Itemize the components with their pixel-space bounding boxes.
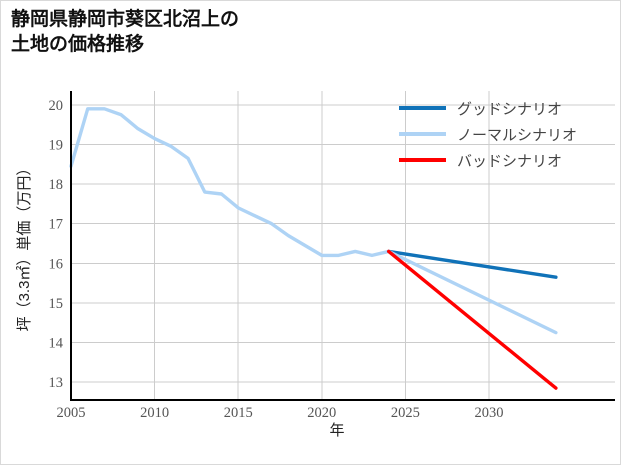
axis-spines (69, 91, 615, 402)
x-tick-label: 2010 (140, 405, 169, 421)
series-line-0 (69, 107, 391, 258)
series-line-2 (386, 249, 558, 335)
y-axis-title: 坪（3.3㎡）単価（万円） (16, 161, 33, 332)
y-tick-label: 15 (49, 296, 64, 312)
legend-label: グッドシナリオ (457, 101, 562, 118)
series-line-3 (386, 249, 558, 390)
series-lines (69, 107, 558, 390)
y-axis-tick-labels: 13 14 15 16 17 18 19 20 (49, 98, 64, 391)
x-tick-label: 2025 (391, 405, 420, 421)
x-tick-label: 2005 (57, 405, 86, 421)
x-tick-label: 2030 (475, 405, 504, 421)
x-axis-tick-labels: 2005 2010 2015 2020 2025 2030 (57, 405, 504, 421)
y-tick-label: 17 (49, 217, 64, 233)
x-tick-label: 2015 (224, 405, 253, 421)
legend-label: ノーマルシナリオ (457, 128, 577, 144)
x-tick-label: 2020 (307, 405, 336, 421)
y-tick-label: 18 (49, 177, 64, 193)
legend-label: バッドシナリオ (457, 154, 562, 170)
page-title: 静岡県静岡市葵区北沼上の 土地の価格推移 (11, 9, 240, 56)
y-tick-label: 13 (49, 375, 64, 391)
y-tick-label: 16 (49, 256, 64, 272)
x-axis-title: 年 (329, 422, 344, 439)
y-tick-label: 14 (49, 336, 64, 352)
y-tick-label: 19 (49, 137, 64, 153)
series-line-1 (386, 249, 558, 279)
gridlines (70, 91, 615, 400)
y-tick-label: 20 (49, 98, 64, 114)
